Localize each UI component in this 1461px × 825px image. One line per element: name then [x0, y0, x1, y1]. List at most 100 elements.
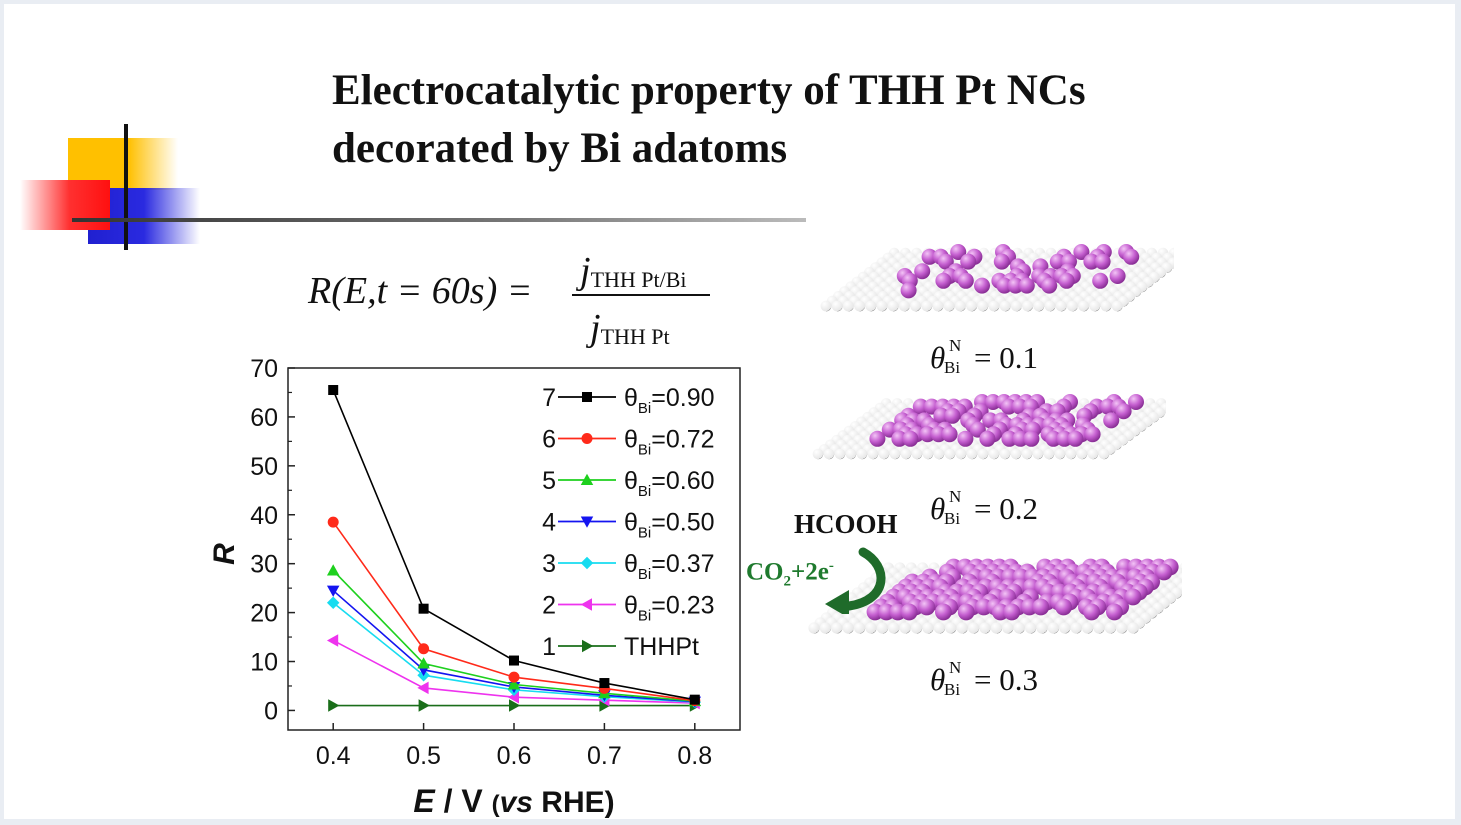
pt-atom: [945, 622, 957, 634]
data-point: [508, 671, 520, 683]
legend-label: θBi=0.90: [624, 384, 715, 417]
denominator-subscript: THH Pt: [600, 324, 670, 349]
pt-atom: [865, 300, 877, 312]
bi-atom: [933, 407, 950, 424]
x-tick-label: 0.5: [406, 742, 441, 770]
data-point: [326, 585, 340, 597]
bi-atom: [960, 253, 977, 270]
pt-atom: [955, 300, 966, 312]
x-label-vs: vs: [500, 786, 533, 819]
y-tick-label: 70: [250, 355, 278, 383]
pt-atom: [968, 622, 980, 634]
pt-atom: [831, 300, 843, 312]
pt-atom: [1116, 622, 1128, 634]
data-point: [328, 699, 340, 712]
legend-number: 3: [542, 550, 556, 578]
data-point: [326, 564, 340, 576]
pt-atom: [1021, 448, 1033, 460]
legend-entry-7: 7 θBi=0.90: [542, 384, 714, 417]
bi-atom: [1067, 430, 1084, 447]
pt-atom: [932, 300, 944, 312]
product-label: CO2+2e-: [746, 558, 834, 590]
pt-atom: [966, 448, 978, 460]
pt-atom: [1054, 448, 1066, 460]
product-co: CO: [746, 558, 784, 586]
legend-entry-6: 6 θBi=0.72: [542, 426, 714, 459]
bi-atom: [985, 394, 1001, 410]
pt-atom: [823, 448, 835, 460]
data-point: [326, 596, 340, 610]
data-point: [417, 681, 429, 695]
pt-atom: [1078, 300, 1089, 312]
legend-value: =0.60: [651, 467, 714, 495]
pt-atom: [1059, 622, 1071, 634]
legend-theta: θ: [624, 509, 638, 537]
deco-red-square: [20, 180, 110, 230]
bi-atom: [1094, 253, 1111, 270]
series-group: [326, 385, 702, 712]
bi-atom: [1128, 394, 1144, 410]
data-point: [418, 643, 430, 655]
legend-marker: [581, 433, 593, 444]
y-tick-label: 30: [250, 551, 278, 579]
legend-marker: [580, 556, 594, 570]
data-point: [689, 694, 700, 705]
legend-label: θBi=0.37: [624, 550, 715, 583]
coverage-value: = 0.3: [974, 662, 1038, 697]
pt-atom: [1065, 448, 1077, 460]
pt-atom: [876, 300, 888, 312]
x-tick-label: 0.7: [587, 742, 622, 770]
pt-atom: [1022, 300, 1033, 312]
pt-atom: [1087, 448, 1099, 460]
title-decoration: [20, 124, 806, 250]
legend-label: θBi=0.23: [624, 592, 715, 625]
surface-coverage-0-1: [820, 244, 1174, 312]
legend-subscript: Bi: [638, 483, 651, 500]
bi-atom: [1041, 277, 1058, 294]
bi-atom: [1092, 272, 1109, 289]
pt-atom: [966, 300, 977, 312]
y-tick-label: 0: [264, 697, 278, 725]
data-point: [507, 678, 521, 690]
pt-atom: [899, 622, 911, 634]
legend-entry-3: 3 θBi=0.37: [542, 550, 714, 583]
data-point: [327, 516, 339, 528]
pt-atom: [1011, 300, 1022, 312]
pt-atom: [834, 448, 846, 460]
y-tick-label: 50: [250, 453, 278, 481]
x-axis-label: E / V (vs RHE): [413, 783, 614, 819]
bi-atom: [1032, 598, 1050, 616]
product-mid: +2e: [791, 558, 829, 586]
bi-atom: [1056, 430, 1073, 447]
pt-atom: [911, 448, 923, 460]
pt-atom: [854, 300, 865, 312]
title-line-2: decorated by Bi adatoms: [332, 125, 788, 172]
bi-atom: [1083, 603, 1100, 621]
pt-atom: [1002, 622, 1014, 634]
bi-atom: [900, 603, 918, 621]
bi-atom: [1103, 412, 1120, 429]
legend: 7 θBi=0.906 θBi=0.725 θBi=0.604 θBi=0.503 θBi…: [542, 384, 714, 661]
bi-atom: [993, 253, 1010, 270]
pt-atom: [1036, 622, 1048, 634]
pt-atom: [820, 300, 832, 312]
x-label-rhe: RHE): [533, 786, 615, 819]
bi-atom: [937, 253, 954, 270]
pt-atom: [1033, 300, 1045, 312]
coverage-value: = 0.2: [974, 491, 1038, 526]
bi-atom: [1155, 563, 1173, 581]
bi-atom: [918, 598, 936, 616]
legend-label: θBi=0.60: [624, 467, 715, 500]
data-point: [328, 385, 339, 396]
data-point: [326, 634, 339, 647]
pt-atom: [1111, 300, 1123, 312]
legend-entry-2: 2 θBi=0.23: [542, 592, 714, 625]
denominator-j: j: [590, 307, 601, 349]
pt-atom: [808, 622, 820, 634]
pt-atom: [933, 448, 945, 460]
equation-denominator: jTHH Pt: [590, 306, 670, 350]
pt-atom: [865, 622, 877, 634]
legend-value: =0.23: [651, 592, 714, 620]
y-tick-label: 20: [250, 600, 278, 628]
legend-value: THHPt: [624, 633, 699, 661]
